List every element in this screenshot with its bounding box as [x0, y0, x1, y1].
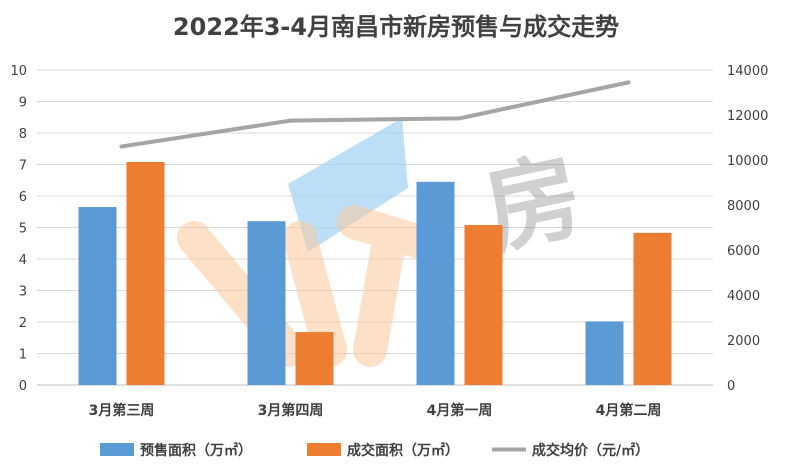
legend-swatch [100, 443, 134, 456]
bar [416, 181, 455, 385]
left-tick-label: 9 [19, 96, 27, 111]
left-tick-label: 1 [19, 348, 27, 363]
bar [247, 221, 286, 385]
left-tick-label: 4 [19, 253, 27, 268]
left-tick-label: 5 [19, 222, 27, 237]
legend-label: 预售面积（万㎡） [140, 442, 252, 459]
right-tick-label: 8000 [727, 199, 760, 214]
right-axis-labels: 0 2000 4000 6000 8000 10000 12000 14000 [727, 64, 768, 394]
legend-swatch [307, 443, 341, 456]
x-tick-label: 3月第四周 [258, 402, 324, 419]
chart-title: 2022年3-4月南昌市新房预售与成交走势 [173, 13, 619, 41]
left-tick-label: 6 [19, 190, 27, 205]
watermark-shape [337, 205, 437, 367]
bar [126, 161, 165, 385]
left-tick-label: 10 [10, 64, 27, 79]
line-series [119, 80, 631, 149]
bar [585, 321, 624, 385]
watermark-shape [288, 118, 408, 252]
x-tick-label: 3月第三周 [89, 402, 155, 419]
right-tick-label: 2000 [727, 334, 760, 349]
legend-label: 成交面积（万㎡） [347, 442, 459, 459]
x-axis-labels: 3月第三周 3月第四周 4月第一周 4月第二周 [89, 402, 662, 419]
right-tick-label: 6000 [727, 244, 760, 259]
bars [78, 161, 672, 385]
left-tick-label: 3 [19, 285, 27, 300]
x-tick-label: 4月第一周 [427, 402, 493, 419]
price-line [119, 80, 631, 149]
left-tick-label: 2 [19, 316, 27, 331]
left-tick-label: 7 [19, 159, 27, 174]
left-axis-labels: 0 1 2 3 4 5 6 7 8 9 10 [10, 64, 27, 394]
left-tick-label: 8 [19, 127, 27, 142]
left-tick-label: 0 [19, 379, 27, 394]
right-tick-label: 14000 [727, 64, 768, 79]
x-tick-label: 4月第二周 [596, 402, 662, 419]
right-tick-label: 4000 [727, 289, 760, 304]
legend: 预售面积（万㎡） 成交面积（万㎡） 成交均价（元/㎡） [100, 442, 649, 459]
bar [295, 332, 334, 385]
right-tick-label: 12000 [727, 109, 768, 124]
legend-label: 成交均价（元/㎡） [532, 442, 649, 459]
bar [78, 207, 117, 385]
right-tick-label: 10000 [727, 154, 768, 169]
bar [464, 224, 503, 385]
bar [633, 232, 672, 385]
right-tick-label: 0 [727, 379, 735, 394]
